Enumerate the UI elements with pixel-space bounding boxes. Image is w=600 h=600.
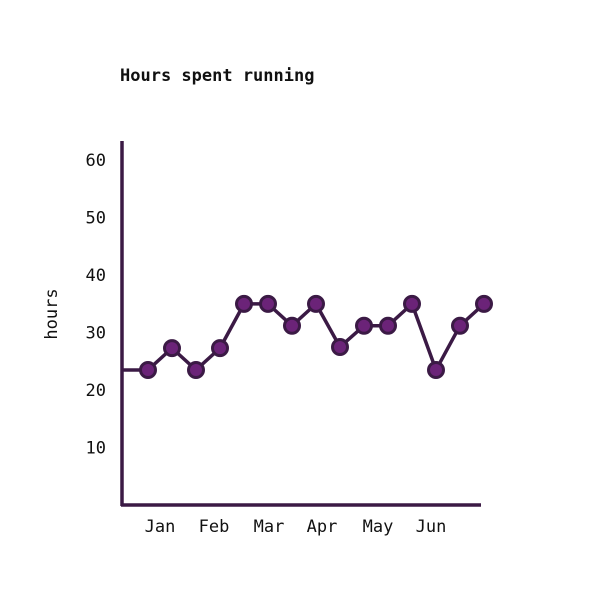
y-tick-label: 20 [86, 381, 106, 401]
data-point [187, 360, 205, 379]
data-point [427, 360, 445, 379]
x-tick-label: Jun [416, 517, 447, 537]
data-point [283, 316, 301, 335]
y-tick-label: 30 [86, 324, 106, 344]
x-tick-label: May [363, 517, 394, 537]
data-point [475, 294, 493, 313]
x-tick-label: Mar [254, 517, 285, 537]
x-tick-label: Jan [145, 517, 176, 537]
data-point [331, 337, 349, 356]
series-line [122, 302, 486, 372]
data-point [355, 316, 373, 335]
data-point [379, 316, 397, 335]
data-point [451, 316, 469, 335]
x-tick-labels: Jan Feb Mar Apr May Jun [145, 517, 447, 537]
y-tick-label: 40 [86, 266, 106, 286]
x-tick-label: Apr [307, 517, 338, 537]
y-tick-label: 10 [86, 439, 106, 459]
chart-title: Hours spent running [120, 66, 314, 86]
data-point [163, 339, 181, 358]
data-point [139, 360, 157, 379]
data-point [211, 339, 229, 358]
y-tick-labels: 10 20 30 40 50 60 [86, 151, 106, 458]
y-tick-label: 60 [86, 151, 106, 171]
y-tick-label: 50 [86, 209, 106, 229]
data-point [259, 294, 277, 313]
y-axis-label: hours [42, 288, 62, 339]
x-tick-label: Feb [199, 517, 230, 537]
data-point [307, 294, 325, 313]
data-points [139, 294, 493, 379]
data-point [403, 294, 421, 313]
data-point [235, 294, 253, 313]
